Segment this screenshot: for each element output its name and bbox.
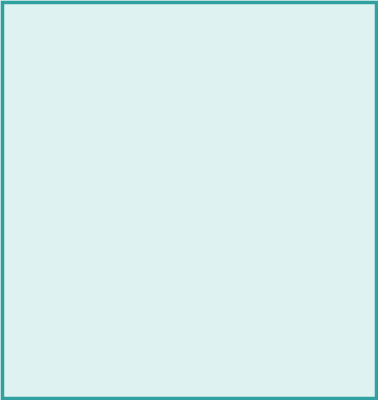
Bar [79,174,118,196]
Text: Incomes are adjusted for household size and then scaled to reflect a
three-perso: Incomes are adjusted for household size … [21,75,357,97]
Text: $25,201: $25,201 [120,180,161,190]
Text: Lower income: Lower income [350,105,378,115]
Bar [79,147,177,169]
Text: Median Household Income, by Income Group,
1969 and 2006: Median Household Income, by Income Group… [30,8,348,36]
Text: $85,172: $85,172 [212,187,253,197]
Text: $63,955: $63,955 [180,153,221,163]
Text: Upper income: Upper income [97,105,166,115]
Bar [79,235,107,257]
Text: $45,775: $45,775 [152,214,193,224]
Bar [201,105,217,116]
Text: $17,789: $17,789 [109,241,150,251]
Bar [79,208,150,230]
Text: Middle income: Middle income [220,105,291,115]
Text: Source: Pew Research Center tabulations of data from the Decennial
Censuses and : Source: Pew Research Center tabulations … [22,334,377,353]
Text: $128,040: $128,040 [278,126,325,136]
Bar [79,120,276,142]
Text: 1969: 1969 [42,213,72,226]
Bar [79,105,94,116]
Text: (January 2008 dollars): (January 2008 dollars) [127,58,251,68]
Bar [331,105,347,116]
Text: 2006: 2006 [42,152,72,165]
Text: Note: See the appendix section "Adjusting for Household Size" for an
explanation: Note: See the appendix section "Adjustin… [22,260,378,300]
Bar [79,181,210,203]
